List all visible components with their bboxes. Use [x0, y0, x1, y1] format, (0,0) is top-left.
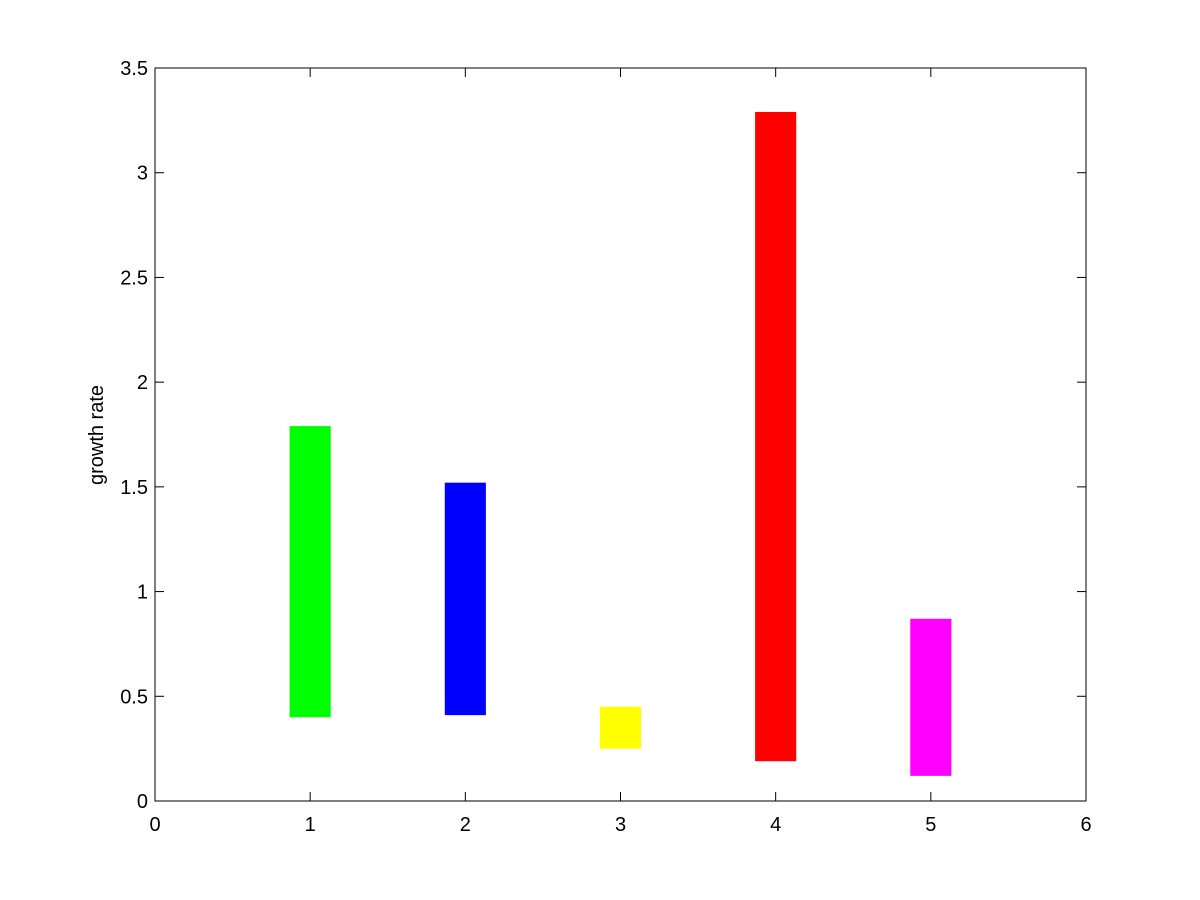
y-tick-label: 0: [137, 791, 148, 813]
bar-5: [910, 618, 952, 776]
bar-3: [599, 706, 642, 749]
y-tick-label: 1.5: [120, 477, 148, 499]
x-tick-label: 3: [615, 814, 626, 836]
bars: [289, 111, 952, 776]
x-tick-label: 1: [305, 814, 316, 836]
y-tick-label: 3: [137, 163, 148, 185]
y-tick-label: 1: [137, 582, 148, 604]
x-tick-label: 5: [925, 814, 936, 836]
x-tick-label: 2: [460, 814, 471, 836]
y-tick-label: 2.5: [120, 267, 148, 289]
y-tick-label: 0.5: [120, 686, 148, 708]
ticks: 0 1 2 3 4 5 6 0 0.5 1 1.5 2 2.5 3 3.5: [120, 58, 1091, 836]
bar-2: [444, 482, 486, 716]
x-tick-label: 0: [149, 814, 160, 836]
y-tick-label: 2: [137, 372, 148, 394]
x-tick-label: 6: [1080, 814, 1091, 836]
x-tick-label: 4: [770, 814, 781, 836]
bar-4: [755, 111, 797, 762]
bar-1: [289, 426, 331, 718]
y-axis-label: growth rate: [86, 385, 108, 485]
y-tick-label: 3.5: [120, 58, 148, 80]
